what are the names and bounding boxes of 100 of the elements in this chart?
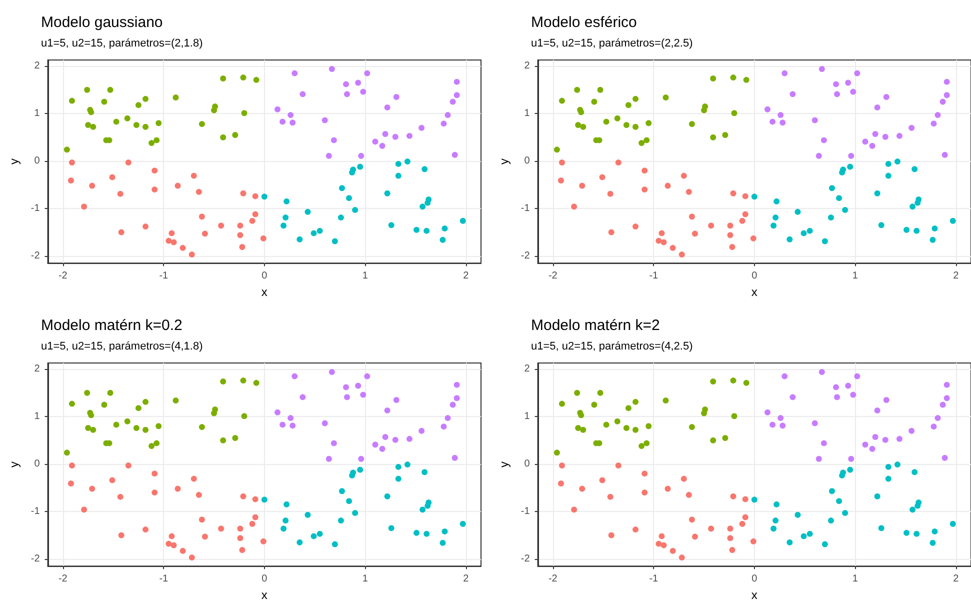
point <box>84 86 90 93</box>
point <box>686 492 692 498</box>
point <box>730 378 736 384</box>
x-tick-label: -1 <box>159 270 169 282</box>
point <box>885 160 892 167</box>
chart-title: Modelo matérn k=0.2 <box>41 317 182 334</box>
point <box>607 494 614 500</box>
point <box>774 501 780 508</box>
point <box>750 235 756 242</box>
point <box>379 446 386 452</box>
point <box>932 225 938 232</box>
point <box>109 477 116 484</box>
point <box>274 409 280 416</box>
x-tick-label: -2 <box>548 574 558 585</box>
y-tick-label: -1 <box>30 203 40 214</box>
point <box>220 378 226 385</box>
x-tick-label: 1 <box>852 270 858 282</box>
y-tick-label: 2 <box>34 60 40 72</box>
y-tick-label: 0 <box>524 458 530 470</box>
point <box>332 541 338 548</box>
point <box>316 530 323 537</box>
point <box>558 462 565 468</box>
point <box>869 446 876 452</box>
point <box>794 512 801 518</box>
point <box>89 182 96 189</box>
point <box>280 118 286 125</box>
point <box>644 440 650 446</box>
point <box>338 214 344 221</box>
point <box>944 382 950 388</box>
point <box>874 493 880 500</box>
point <box>152 490 158 496</box>
point <box>678 554 685 561</box>
point <box>84 390 90 396</box>
point <box>625 102 632 108</box>
point <box>644 137 650 144</box>
point <box>642 168 648 174</box>
point <box>934 415 941 422</box>
point <box>198 214 205 220</box>
point <box>282 518 289 524</box>
point <box>638 140 645 146</box>
point <box>358 152 364 159</box>
point <box>372 138 378 145</box>
point <box>750 538 756 544</box>
point <box>722 132 728 138</box>
y-axis-title: y <box>497 158 511 165</box>
point <box>198 516 205 523</box>
point <box>241 110 248 116</box>
point <box>240 74 246 81</box>
point <box>125 160 132 166</box>
point <box>198 424 205 430</box>
point <box>820 440 827 446</box>
point <box>249 520 256 527</box>
point <box>680 172 687 179</box>
point <box>420 204 426 210</box>
point <box>440 540 446 546</box>
x-tick-label: 2 <box>953 574 960 585</box>
chart-subtitle: u1=5, u2=15, parámetros=(4,1.8) <box>41 340 203 352</box>
point <box>328 369 335 376</box>
y-tick-label: 2 <box>524 60 530 72</box>
point <box>664 182 671 189</box>
point <box>280 222 287 229</box>
point <box>790 91 796 98</box>
point <box>392 134 398 140</box>
point <box>950 218 956 224</box>
point <box>68 480 74 487</box>
point <box>780 422 786 429</box>
point <box>942 454 948 461</box>
x-tick-label: 0 <box>752 574 758 585</box>
point <box>632 124 639 130</box>
y-tick-label: -2 <box>30 553 40 564</box>
point <box>454 92 460 98</box>
point <box>330 137 337 144</box>
point <box>608 532 614 538</box>
point <box>885 476 892 482</box>
point <box>253 76 260 83</box>
point <box>357 164 364 170</box>
point <box>834 394 840 400</box>
point <box>232 132 238 138</box>
point <box>304 208 311 215</box>
point <box>780 120 786 126</box>
point <box>156 120 162 126</box>
point <box>770 118 776 125</box>
point <box>274 106 280 112</box>
point <box>822 541 828 548</box>
point <box>702 406 708 413</box>
point <box>198 121 205 128</box>
point <box>240 493 246 500</box>
y-tick-label: -2 <box>520 553 530 564</box>
point <box>240 378 246 384</box>
point <box>764 409 770 416</box>
point <box>388 222 394 228</box>
point <box>670 244 676 251</box>
point <box>882 134 888 140</box>
point <box>597 390 604 396</box>
point <box>833 384 839 390</box>
point <box>883 94 890 100</box>
point <box>372 442 378 448</box>
point <box>742 193 748 200</box>
point <box>599 174 606 180</box>
point <box>614 418 620 424</box>
